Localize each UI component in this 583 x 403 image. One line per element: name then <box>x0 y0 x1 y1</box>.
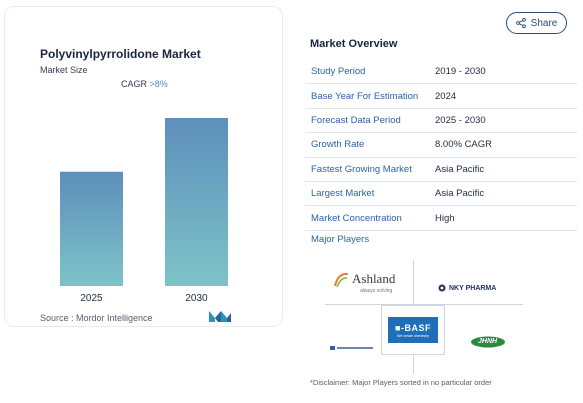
x-tick-label: 2030 <box>185 293 208 304</box>
ashland-swoosh-icon <box>334 272 349 288</box>
overview-row-concentration: Market Concentration High <box>305 206 577 231</box>
overview-value: Asia Pacific <box>435 188 485 200</box>
cagr-label: CAGR >8% <box>121 79 168 89</box>
overview-key[interactable]: Fastest Growing Market <box>311 163 412 175</box>
grid-divider <box>413 355 414 374</box>
overview-key[interactable]: Largest Market <box>311 188 375 200</box>
player-logo-icon <box>330 346 373 350</box>
jhnh-badge-icon <box>471 336 505 348</box>
overview-row-largest-market: Largest Market Asia Pacific <box>305 182 577 207</box>
nky-circle-icon <box>438 284 446 292</box>
overview-row-growth-rate: Growth Rate 8.00% CAGR <box>305 133 577 158</box>
share-button[interactable]: Share <box>506 12 567 34</box>
market-overview-table: Study Period 2019 - 2030 Base Year For E… <box>305 60 577 231</box>
overview-value: 2019 - 2030 <box>435 66 486 78</box>
overview-value: 2025 - 2030 <box>435 114 486 126</box>
chart-subtitle: Market Size <box>40 65 88 75</box>
share-icon <box>515 18 526 28</box>
overview-row-fastest-growing: Fastest Growing Market Asia Pacific <box>305 158 577 182</box>
overview-value: Asia Pacific <box>435 163 485 175</box>
share-label: Share <box>530 17 558 29</box>
overview-value: 8.00% CAGR <box>435 139 493 151</box>
overview-row-base-year: Base Year For Estimation 2024 <box>305 84 577 109</box>
jhnh-name: JHNH <box>478 338 498 345</box>
chart-title: Polyvinylpyrrolidone Market <box>40 47 201 61</box>
market-overview-title: Market Overview <box>310 38 398 50</box>
x-tick-label: 2025 <box>80 293 103 304</box>
bar-2025 <box>60 171 123 286</box>
market-size-card: 2025 2030 Polyvinylpyrrolidone Market Mar… <box>4 6 283 327</box>
ashland-logo[interactable]: Ashland always solving <box>332 268 408 298</box>
cagr-text: CAGR <box>121 79 148 89</box>
ashland-name: Ashland <box>352 271 396 286</box>
market-size-chart: 2025 2030 <box>60 118 228 304</box>
overview-key[interactable]: Study Period <box>311 66 366 78</box>
nky-name: NKY PHARMA <box>449 284 497 292</box>
basf-logo: ■-BASF We create chemistry <box>388 317 438 343</box>
bar-2030 <box>165 118 228 286</box>
player-logo-small[interactable] <box>330 338 374 350</box>
overview-value: 2024 <box>435 90 457 102</box>
major-players-grid: Ashland always solving NKY PHARMA ■-BASF… <box>310 254 540 374</box>
mordor-intelligence-logo-icon <box>209 311 231 322</box>
basf-tagline: We create chemistry <box>397 333 429 338</box>
nky-pharma-logo[interactable]: NKY PHARMA <box>438 282 518 294</box>
overview-row-study-period: Study Period 2019 - 2030 <box>305 60 577 85</box>
overview-value: High <box>435 212 455 224</box>
disclaimer-text: *Disclaimer: Major Players sorted in no … <box>310 378 492 387</box>
overview-key[interactable]: Base Year For Estimation <box>311 90 419 102</box>
ashland-tagline: always solving <box>360 288 393 294</box>
overview-row-forecast-period: Forecast Data Period 2025 - 2030 <box>305 109 577 134</box>
overview-key[interactable]: Growth Rate <box>311 139 365 151</box>
overview-key[interactable]: Forecast Data Period <box>311 114 401 126</box>
basf-logo-box[interactable]: ■-BASF We create chemistry <box>381 305 445 355</box>
grid-divider <box>325 304 523 305</box>
cagr-value: >8% <box>149 79 168 89</box>
grid-divider <box>413 260 414 304</box>
overview-key[interactable]: Market Concentration <box>311 212 402 224</box>
jhnh-logo[interactable]: JHNH <box>470 336 506 348</box>
source-text: Source : Mordor Intelligence <box>40 313 153 323</box>
major-players-title[interactable]: Major Players <box>311 234 370 245</box>
basf-name: ■-BASF <box>395 322 431 333</box>
